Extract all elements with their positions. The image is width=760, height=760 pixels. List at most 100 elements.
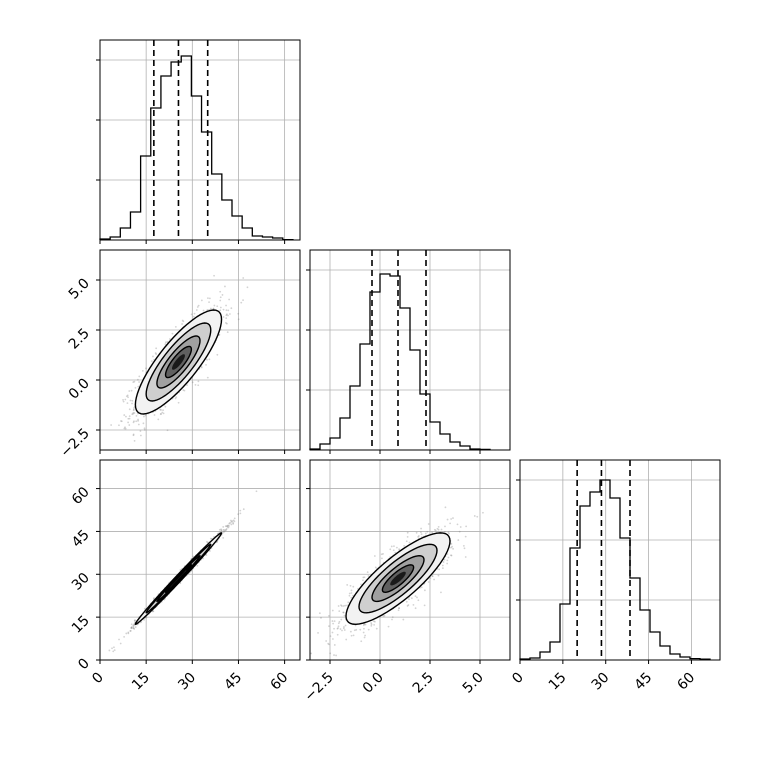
scatter-point	[415, 531, 418, 534]
scatter-point	[440, 591, 442, 594]
scatter-point	[464, 535, 467, 538]
scatter-point	[423, 589, 426, 592]
scatter-point	[174, 397, 177, 400]
scatter-point	[448, 532, 450, 535]
scatter-point	[205, 364, 207, 366]
scatter-point	[207, 297, 209, 300]
scatter-point	[127, 631, 130, 634]
scatter-point	[152, 610, 155, 613]
scatter-point	[144, 414, 147, 417]
scatter-point	[192, 555, 195, 558]
scatter-point	[174, 325, 177, 328]
scatter-point	[123, 414, 126, 416]
scatter-point	[154, 352, 157, 354]
scatter-point	[328, 643, 331, 646]
scatter-point	[331, 620, 334, 622]
panel-frame	[99, 249, 301, 451]
x-tick-label: −2.5	[301, 670, 336, 705]
scatter-point	[131, 399, 134, 402]
x-tick-label: 15	[546, 670, 570, 694]
scatter-point	[155, 347, 158, 350]
scatter-point	[446, 559, 449, 562]
scatter-point	[364, 634, 367, 637]
scatter-point	[127, 421, 130, 424]
scatter-point	[132, 627, 135, 629]
scatter-point	[134, 626, 137, 628]
scatter-point	[237, 513, 240, 516]
scatter-point	[129, 630, 132, 632]
scatter-point	[142, 422, 145, 425]
scatter-point	[363, 576, 366, 579]
scatter-point	[138, 375, 141, 378]
scatter-point	[113, 649, 116, 652]
scatter-point	[391, 618, 393, 621]
scatter-point	[339, 628, 342, 630]
scatter-point	[239, 512, 242, 515]
scatter-point	[303, 665, 305, 667]
scatter-point	[133, 628, 136, 630]
scatter-point	[375, 627, 378, 630]
hist-panel-0	[96, 39, 301, 244]
scatter-point	[157, 418, 160, 421]
scatter-point	[120, 420, 122, 422]
scatter-point	[336, 633, 339, 636]
scatter-point	[202, 309, 205, 312]
scatter-point	[186, 384, 188, 386]
scatter-point	[328, 625, 330, 628]
scatter-point	[465, 525, 468, 528]
scatter-point	[427, 523, 430, 525]
scatter-point	[228, 298, 231, 301]
scatter-point	[123, 427, 126, 430]
scatter-point	[192, 315, 195, 318]
density-contour	[145, 322, 212, 402]
scatter-point	[387, 625, 390, 628]
scatter-point	[112, 650, 115, 653]
scatter-point	[360, 583, 362, 586]
scatter-point	[225, 525, 228, 528]
scatter-point	[406, 531, 409, 534]
y-tick-label: 0	[75, 656, 93, 674]
scatter-point	[383, 614, 386, 617]
y-tick-label: 60	[69, 484, 93, 508]
scatter-point	[144, 457, 146, 459]
scatter-point	[431, 575, 434, 577]
scatter-point	[195, 309, 198, 311]
scatter-point	[200, 299, 203, 302]
scatter-point	[391, 616, 394, 619]
y-tick-label: 0.0	[66, 376, 93, 403]
scatter-point	[437, 574, 440, 577]
scatter-point	[233, 520, 236, 523]
scatter-point	[194, 383, 197, 386]
scatter-point	[350, 634, 353, 637]
scatter-point	[128, 408, 131, 411]
scatter-point	[429, 577, 432, 579]
scatter-point	[427, 581, 430, 583]
scatter-point	[162, 412, 165, 415]
scatter-point	[463, 547, 466, 550]
scatter-point	[132, 625, 135, 628]
y-tick-label: 5.0	[66, 276, 93, 303]
scatter-point	[459, 526, 462, 528]
scatter-point	[363, 627, 365, 630]
scatter-point	[231, 520, 234, 523]
scatter-point	[242, 508, 245, 511]
scatter-point	[451, 545, 453, 548]
scatter-point	[348, 594, 351, 597]
scatter-point	[138, 381, 140, 383]
scatter-point	[405, 600, 408, 603]
scatter-point	[141, 369, 144, 372]
scatter-point	[143, 428, 146, 431]
hist-panel-1	[306, 249, 511, 454]
density-contour	[381, 564, 415, 593]
scatter-point	[389, 548, 392, 551]
scatter-point	[392, 549, 395, 552]
density-contour	[164, 564, 193, 594]
scatter-point	[223, 529, 226, 532]
scatter-point	[132, 381, 135, 384]
scatter-point	[367, 575, 370, 577]
scatter-point	[348, 592, 351, 595]
scatter-point	[414, 595, 417, 598]
scatter-point	[162, 409, 164, 412]
x-tick-label: 0	[89, 670, 107, 688]
